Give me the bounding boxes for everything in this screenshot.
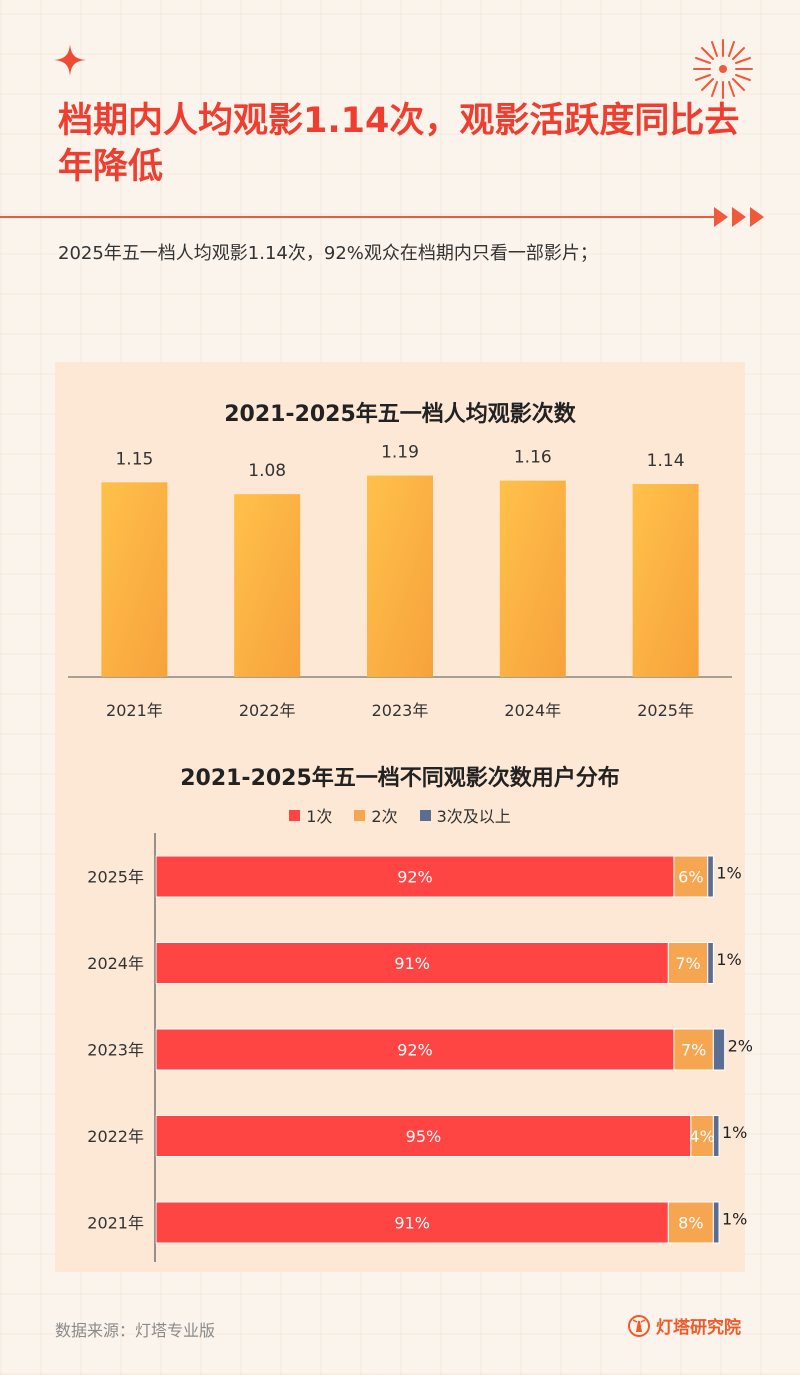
bar-value-label-3: 1.19: [381, 443, 419, 463]
bar-tick-label-5: 2025年: [637, 701, 694, 720]
stack-seg-3-3: [712, 1028, 726, 1071]
stack-seg-4-3: [712, 1115, 720, 1157]
bar-1: [101, 482, 168, 677]
stack-seg-5-3: [712, 1201, 720, 1244]
stack-tick-label-4: 2022年: [87, 1127, 144, 1146]
stack-label-3-1: 92%: [397, 1041, 433, 1060]
data-source: 数据来源：灯塔专业版: [55, 1321, 216, 1340]
bar-2: [234, 494, 301, 677]
bar-3: [367, 475, 433, 677]
stack-label-4-1: 95%: [406, 1127, 442, 1146]
stack-seg-1-1: [155, 855, 675, 898]
stack-label-2-1: 91%: [394, 954, 430, 973]
stack-seg-1-2: [673, 855, 709, 898]
bar-value-label-5: 1.14: [647, 451, 685, 471]
lighthouse-icon: [628, 1314, 650, 1337]
legend-item-1: 1次: [289, 803, 332, 827]
legend-item-2: 2次: [354, 803, 398, 827]
title-divider: [0, 216, 716, 218]
stack-label-4-2: 4%: [689, 1127, 714, 1146]
stack-seg-4-1: [155, 1115, 692, 1157]
stack-seg-2-1: [155, 942, 669, 984]
stack-label-1-2: 6%: [678, 868, 703, 887]
bar-tick-label-4: 2024年: [504, 701, 561, 720]
legend-label-3: 3次及以上: [436, 807, 511, 826]
bar-tick-label-2: 2022年: [239, 701, 296, 720]
bar-value-label-1: 1.15: [115, 449, 153, 469]
stack-seg-2-3: [707, 942, 714, 984]
stack-label-5-2: 8%: [678, 1214, 703, 1233]
stack-seg-5-2: [667, 1201, 714, 1244]
triple-arrow-icon: [714, 207, 764, 227]
stack-seg-5-1: [155, 1201, 669, 1244]
bar-5: [632, 484, 699, 677]
stack-label-5-3: 1%: [722, 1210, 747, 1229]
page-subtitle: 2025年五一档人均观影1.14次，92%观众在档期内只看一部影片；: [58, 243, 598, 264]
stack-seg-1-3: [707, 855, 714, 898]
bar-value-label-4: 1.16: [514, 448, 552, 468]
stack-label-2-2: 7%: [675, 954, 700, 973]
stacked-chart-title: 2021-2025年五一档不同观影次数用户分布: [180, 766, 620, 791]
stack-label-3-2: 7%: [681, 1041, 706, 1060]
stack-tick-label-5: 2021年: [87, 1214, 144, 1233]
bar-value-label-2: 1.08: [248, 461, 286, 481]
stack-label-5-1: 91%: [394, 1214, 430, 1233]
legend-swatch-2: [354, 809, 366, 821]
legend-label-1: 1次: [306, 807, 333, 826]
stack-seg-3-2: [673, 1028, 714, 1071]
legend-item-3: 3次及以上: [419, 803, 511, 827]
legend-swatch-3: [419, 809, 431, 821]
stack-tick-label-2: 2024年: [87, 954, 144, 973]
stack-label-3-3: 2%: [728, 1037, 753, 1056]
stack-tick-label-3: 2023年: [87, 1041, 144, 1060]
firework-icon: [693, 39, 753, 99]
bar-tick-label-3: 2023年: [372, 701, 429, 720]
bar-4: [499, 480, 566, 677]
stacked-chart-legend: 1次 2次 3次及以上: [0, 803, 800, 827]
bar-tick-label-1: 2021年: [106, 701, 163, 720]
stack-label-1-3: 1%: [716, 864, 741, 883]
sparkle-icon: [54, 44, 86, 76]
brand-name: 灯塔研究院: [656, 1318, 741, 1338]
brand-logo: 灯塔研究院: [628, 1313, 741, 1338]
bar-chart-title: 2021-2025年五一档人均观影次数: [224, 402, 576, 427]
stack-label-4-3: 1%: [722, 1123, 747, 1142]
stack-label-2-3: 1%: [716, 950, 741, 969]
stack-seg-2-2: [667, 942, 709, 984]
page-title: 档期内人均观影1.14次，观影活跃度同比去年降低: [58, 101, 740, 187]
stack-label-1-1: 92%: [397, 868, 433, 887]
stack-seg-3-1: [155, 1028, 675, 1071]
legend-label-2: 2次: [371, 807, 398, 826]
stack-tick-label-1: 2025年: [87, 868, 144, 887]
legend-swatch-1: [289, 809, 301, 821]
